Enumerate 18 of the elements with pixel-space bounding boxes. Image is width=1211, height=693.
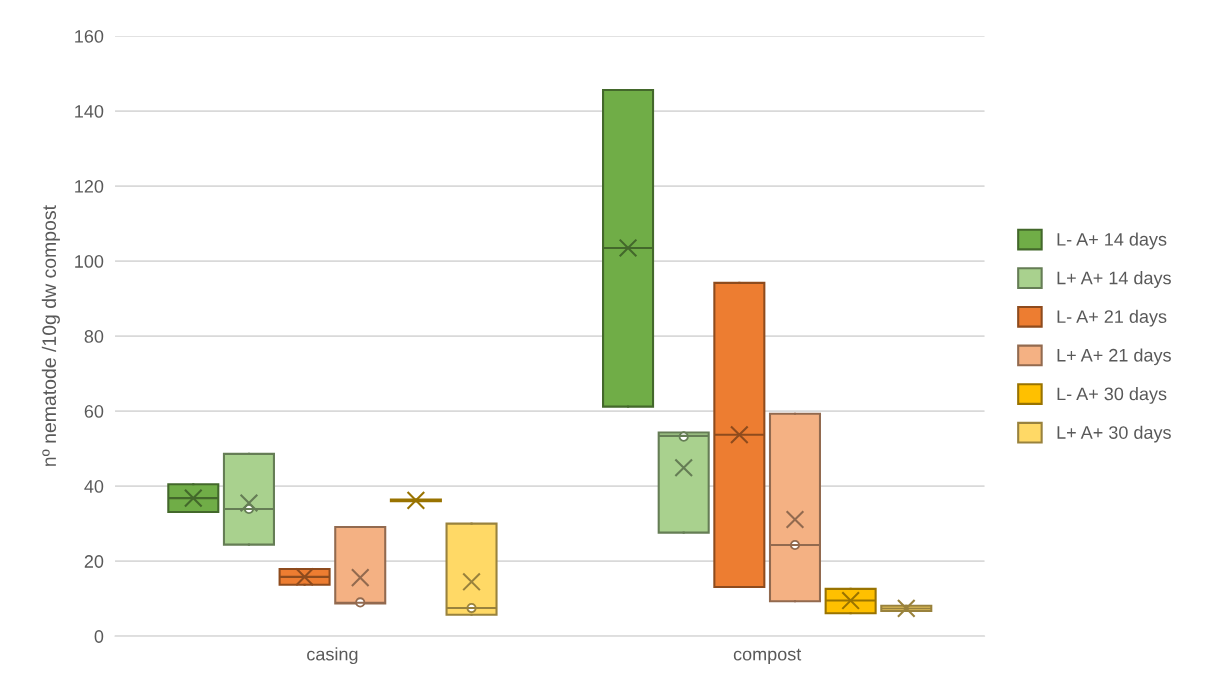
y-tick-label: 140 — [75, 104, 104, 118]
legend-label: L- A+ 30 days — [1057, 387, 1167, 404]
legend-label: L+ A+ 30 days — [1057, 425, 1171, 443]
y-tick-label: 40 — [84, 480, 104, 493]
x-tick-label: compost — [733, 648, 802, 665]
legend-label: L+ A+ 14 days — [1057, 271, 1171, 288]
y-tick-label: 60 — [84, 405, 104, 418]
y-tick-label: 120 — [75, 180, 104, 193]
y-axis-title: nº nematode /10g dw compost — [41, 205, 60, 466]
y-tick-label: 160 — [75, 29, 104, 43]
legend-label: L+ A+ 21 days — [1057, 348, 1171, 366]
legend-label: L- A+ 21 days — [1057, 309, 1167, 327]
legend-label: L- A+ 14 days — [1057, 232, 1167, 250]
y-tick-label: 20 — [84, 555, 104, 568]
y-tick-label: 0 — [94, 630, 104, 643]
y-tick-label: 80 — [84, 330, 104, 343]
x-tick-label: casing — [307, 647, 358, 665]
y-tick-label: 100 — [75, 255, 104, 268]
